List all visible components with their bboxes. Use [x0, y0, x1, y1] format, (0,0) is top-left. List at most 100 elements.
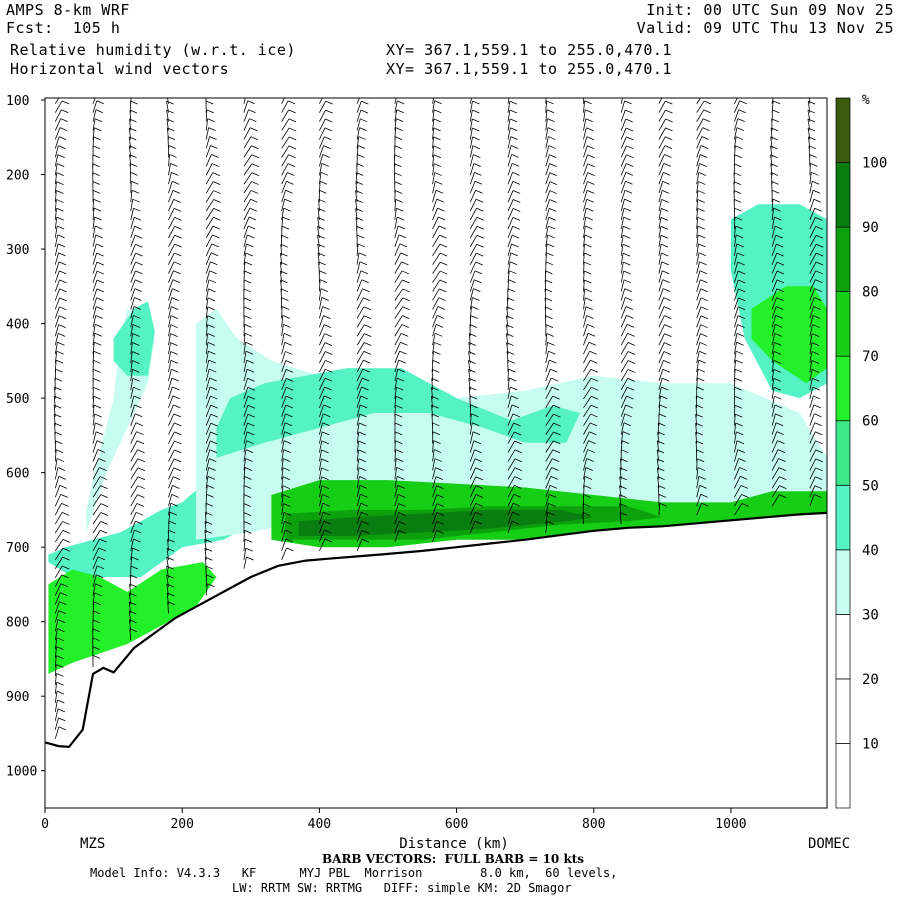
wind-barb-tick: [511, 234, 520, 239]
wind-barb-tick: [469, 395, 478, 400]
wind-barb-shaft: [92, 306, 97, 319]
wind-barb-tick: [210, 413, 218, 418]
wind-barb-tick: [511, 404, 520, 409]
wind-barb-shaft: [734, 449, 739, 462]
wind-barb-tick: [699, 261, 707, 266]
wind-barb-tick: [59, 601, 67, 605]
wind-barb-shaft: [620, 297, 626, 310]
wind-barb-shaft: [658, 378, 663, 391]
wind-barb-tick: [624, 100, 632, 105]
wind-barb-tick: [700, 333, 708, 337]
wind-barb-tick: [770, 136, 778, 141]
wind-barb-tick: [770, 145, 778, 150]
wind-barb-tick: [62, 521, 70, 525]
wind-barb-tick: [622, 243, 631, 248]
wind-barb-tick: [247, 100, 255, 105]
wind-barb-shaft: [620, 262, 624, 274]
wind-barb-shaft: [168, 324, 172, 337]
wind-barb-shaft: [733, 136, 737, 149]
wind-barb-shaft: [54, 458, 58, 471]
wind-barb-tick: [590, 377, 599, 382]
wind-barb-shaft: [696, 118, 704, 131]
wind-barb-tick: [657, 467, 665, 472]
wind-barb-shaft: [205, 190, 214, 203]
wind-barb-tick: [322, 494, 330, 498]
wind-barb-shaft: [92, 279, 98, 292]
wind-barb-shaft: [696, 297, 702, 310]
wind-barb-tick: [401, 261, 409, 266]
wind-barb-tick: [664, 145, 673, 149]
wind-barb-shaft: [54, 172, 58, 185]
wind-barb-tick: [170, 502, 178, 507]
wind-barb-shaft: [809, 190, 814, 203]
wind-barb-shaft: [318, 485, 323, 498]
wind-barb-tick: [56, 207, 64, 212]
wind-barb-shaft: [281, 494, 284, 507]
wind-barb-tick: [552, 395, 560, 400]
wind-barb-shaft: [54, 181, 57, 194]
wind-barb-shaft: [394, 234, 400, 247]
wind-barb-shaft: [394, 118, 397, 131]
wind-barb-shaft: [205, 476, 209, 489]
wind-barb-shaft: [168, 369, 172, 382]
wind-barb-tick: [205, 100, 214, 105]
wind-barb-tick: [585, 297, 593, 302]
wind-barb-tick: [589, 422, 598, 427]
wind-barb-shaft: [507, 163, 513, 176]
wind-barb-shaft: [658, 127, 666, 140]
wind-barb-tick: [212, 234, 220, 239]
wind-barb-tick: [395, 404, 403, 409]
wind-barb-tick: [474, 270, 483, 275]
wind-barb-shaft: [620, 244, 624, 256]
wind-barb-tick: [664, 333, 672, 338]
wind-barb-tick: [622, 252, 631, 257]
wind-barb-shaft: [394, 109, 398, 122]
wind-barb-tick: [251, 181, 259, 185]
wind-barb-shaft: [356, 485, 361, 498]
wind-barb-tick: [167, 601, 175, 606]
wind-barb-tick: [815, 476, 823, 481]
wind-barb-shaft: [734, 100, 740, 113]
wind-barb-tick: [506, 333, 514, 338]
wind-barb-shaft: [468, 378, 471, 390]
wind-barb-tick: [514, 476, 522, 480]
wind-barb-shaft: [545, 404, 554, 417]
wind-barb-tick: [168, 145, 176, 149]
wind-barb-tick: [774, 332, 782, 337]
wind-barb-tick: [243, 306, 252, 311]
wind-barb-shaft: [318, 476, 322, 489]
wind-barb-tick: [57, 619, 66, 624]
wind-barb-tick: [512, 190, 521, 194]
wind-barb-tick: [59, 270, 67, 275]
wind-barb-shaft: [205, 136, 210, 149]
wind-barb-shaft: [205, 288, 209, 301]
wind-barb-tick: [737, 252, 745, 257]
wind-barb-tick: [247, 404, 256, 409]
wind-barb-shaft: [771, 387, 775, 399]
wind-barb-shaft: [54, 726, 60, 739]
wind-barb-shaft: [168, 208, 175, 221]
wind-barb-shaft: [469, 145, 474, 158]
colorbar-label: 70: [862, 349, 879, 365]
wind-barb-shaft: [54, 512, 63, 525]
wind-barb-shaft: [771, 449, 779, 462]
wind-barb-tick: [661, 377, 670, 382]
wind-barb-tick: [93, 395, 101, 400]
wind-barb-tick: [468, 377, 476, 382]
wind-barb-shaft: [469, 190, 476, 203]
wind-barb-tick: [211, 163, 220, 167]
wind-barb-tick: [439, 243, 448, 248]
wind-barb-tick: [209, 458, 217, 463]
wind-barb-tick: [510, 395, 519, 400]
wind-barb-tick: [93, 207, 102, 212]
wind-barb-shaft: [432, 118, 435, 131]
wind-barb-tick: [473, 288, 481, 292]
wind-barb-shaft: [168, 431, 175, 444]
wind-barb-shaft: [319, 136, 325, 149]
wind-barb-shaft: [356, 306, 365, 319]
wind-barb-shaft: [432, 163, 435, 176]
wind-barb-shaft: [507, 118, 511, 131]
wind-barb-tick: [57, 154, 65, 158]
wind-barb-tick: [61, 503, 69, 507]
wind-barb-tick: [321, 458, 329, 463]
